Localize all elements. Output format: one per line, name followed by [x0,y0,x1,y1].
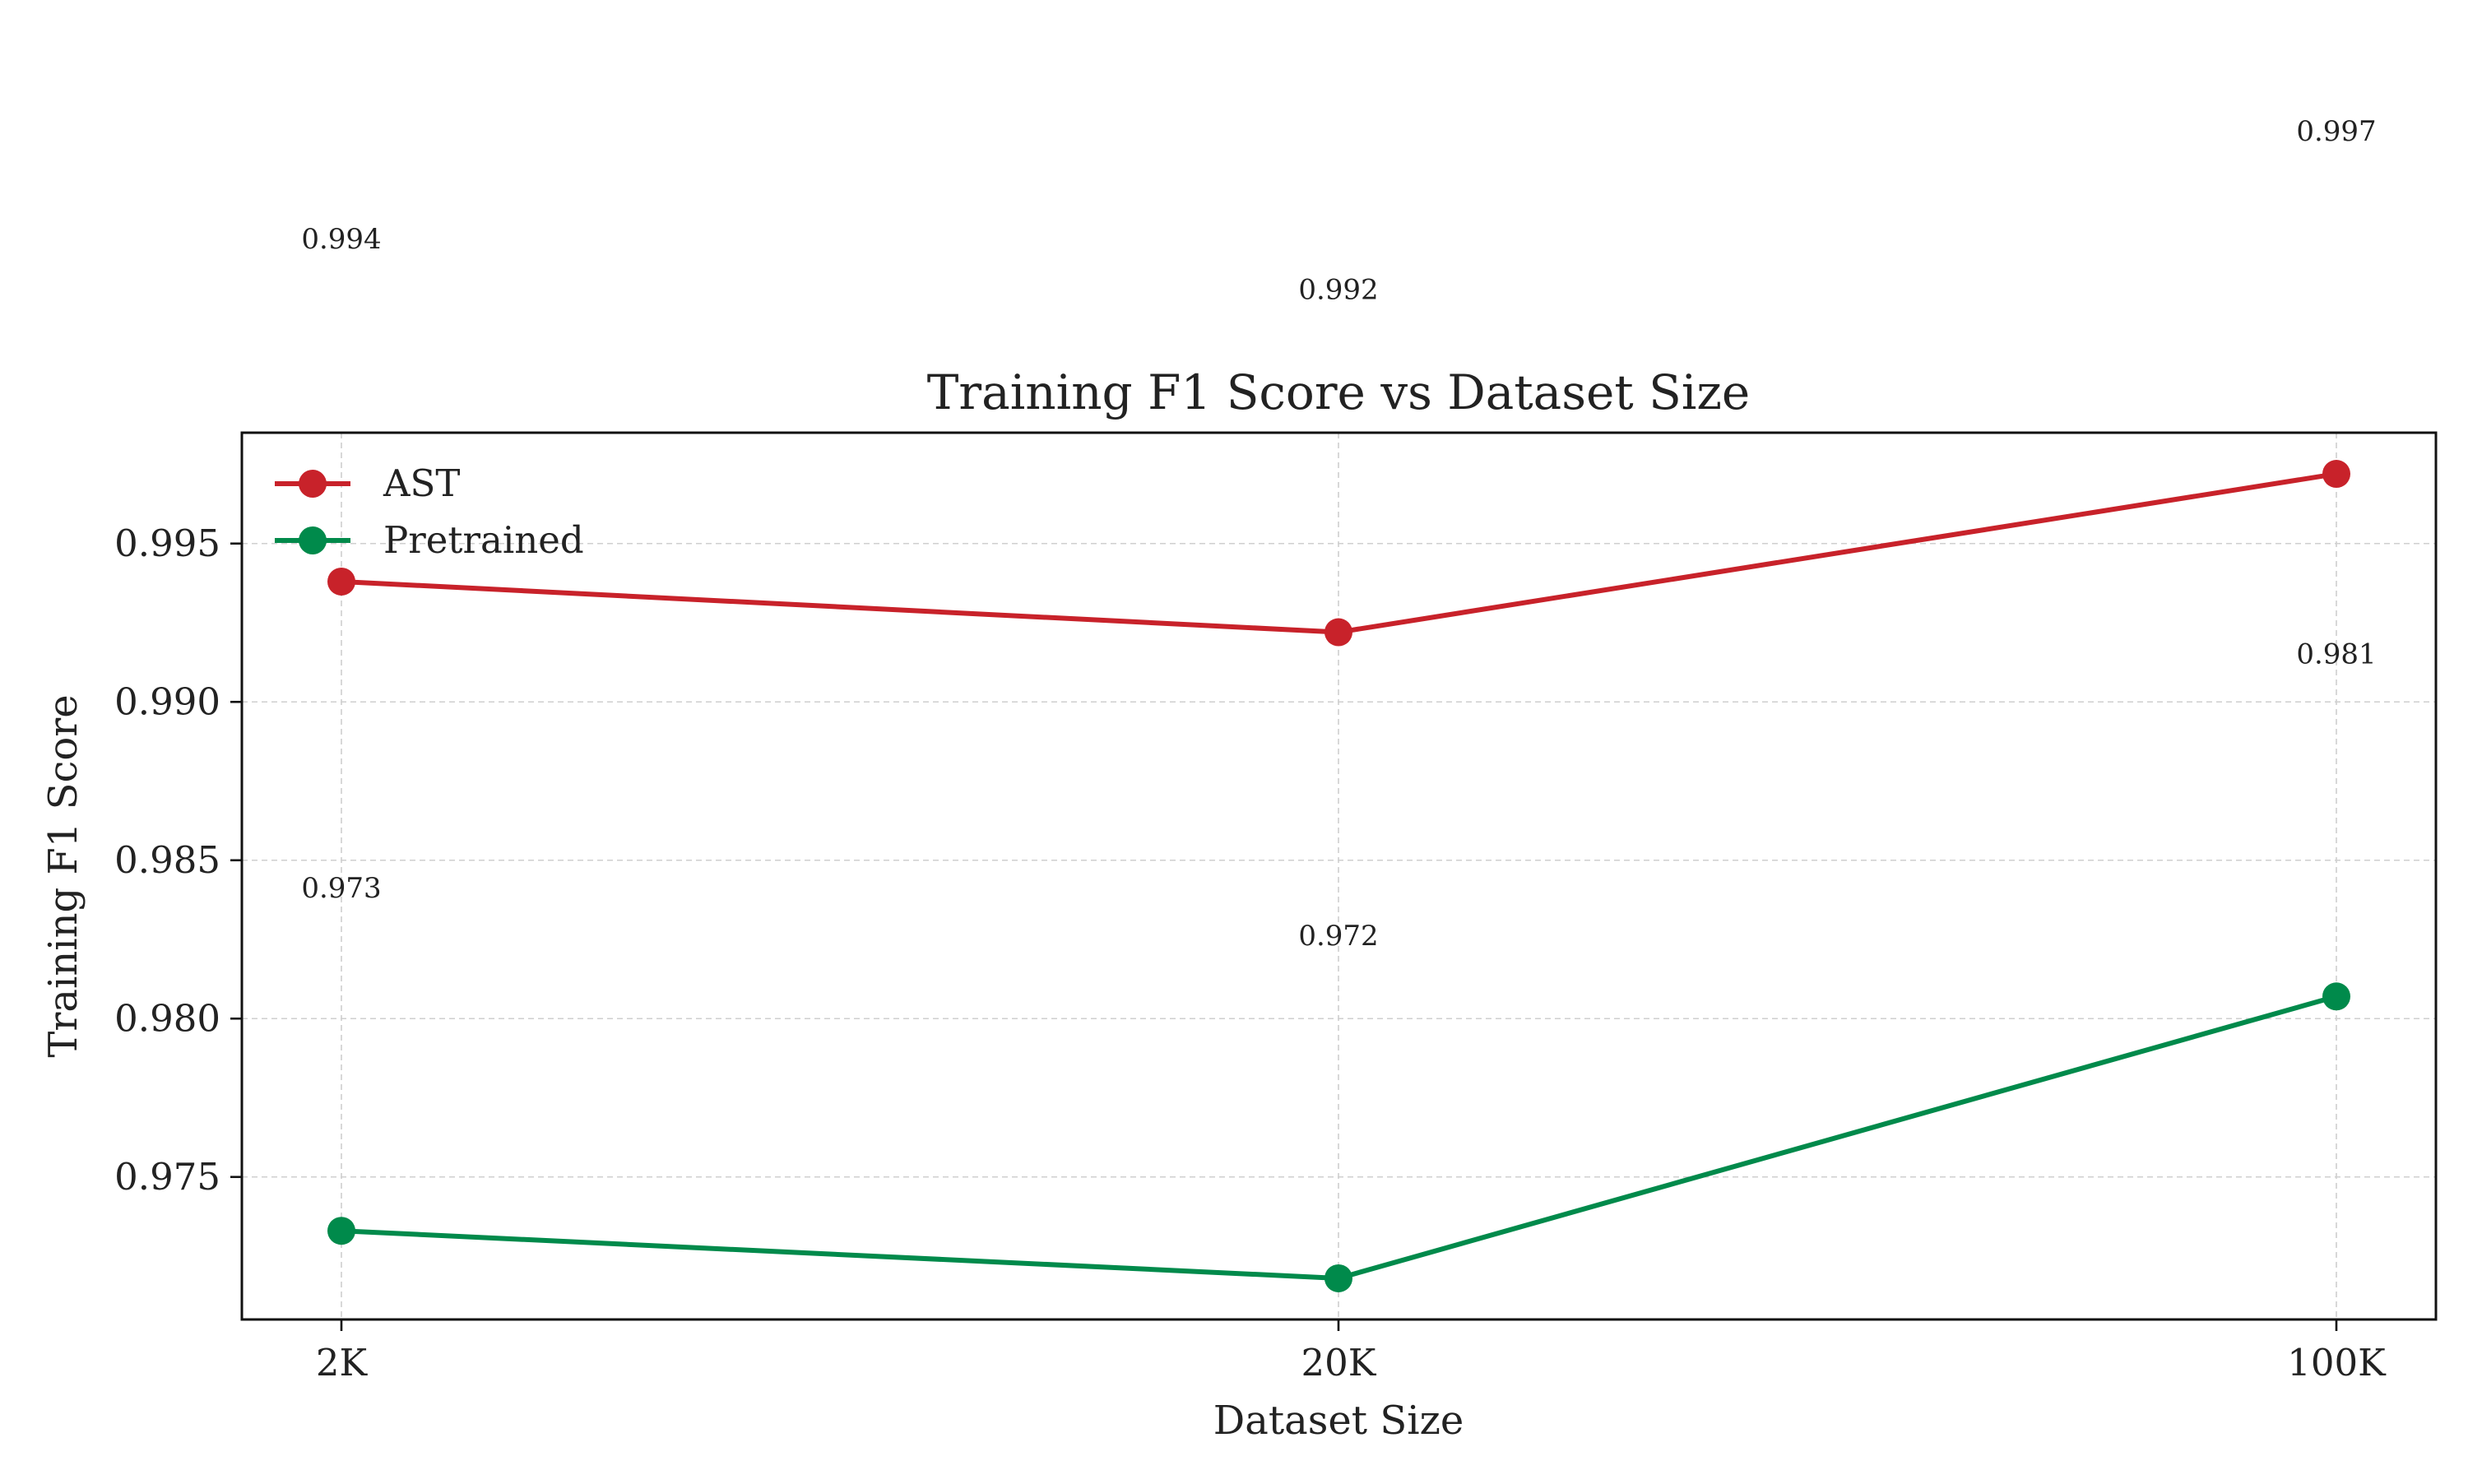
pretrained-point [2322,982,2350,1011]
y-tick-label: 0.975 [114,1155,220,1199]
ast-value-label: 0.997 [2296,115,2376,148]
x-axis-label: Dataset Size [1213,1398,1464,1444]
legend: AST Pretrained [275,461,584,562]
ast-point [2322,460,2350,489]
x-tick-label: 100K [2287,1341,2387,1384]
pretrained-value-label: 0.981 [2296,638,2376,670]
tick-layer: 0.975 0.980 0.985 0.990 0.995 2K 20K 100K [114,522,2387,1384]
legend-label: Pretrained [383,518,584,562]
ast-value-label: 0.992 [1298,274,1378,307]
legend-item-pretrained: Pretrained [275,518,584,562]
legend-marker [299,470,327,498]
pretrained-point [1324,1264,1352,1292]
ast-point [1324,618,1352,647]
pretrained-value-label: 0.972 [1298,920,1378,953]
x-tick-label: 20K [1301,1341,1377,1384]
series-layer [327,460,2350,1292]
y-tick-label: 0.995 [114,522,220,565]
y-tick-label: 0.980 [114,996,220,1040]
legend-marker [299,526,327,554]
data-label-layer: 0.994 0.992 0.997 0.973 0.972 0.981 [301,115,2376,953]
chart-title: Training F1 Score vs Dataset Size [927,364,1751,420]
legend-label: AST [383,461,460,505]
y-tick-label: 0.990 [114,679,220,723]
y-tick-label: 0.985 [114,838,220,882]
ast-point [327,567,355,596]
legend-item-ast: AST [275,461,460,505]
pretrained-point [327,1217,355,1245]
grid-layer [242,433,2436,1319]
x-tick-label: 2K [316,1341,369,1384]
y-axis-label: Training F1 Score [40,694,86,1057]
pretrained-value-label: 0.973 [301,872,381,905]
ast-value-label: 0.994 [301,223,381,256]
